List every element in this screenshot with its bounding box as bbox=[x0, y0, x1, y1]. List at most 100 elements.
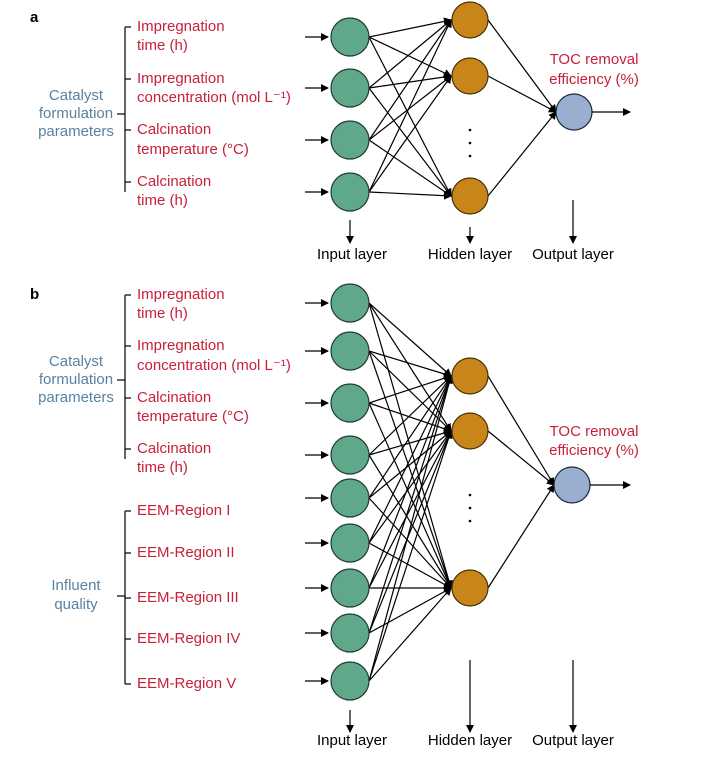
group-label: parameters bbox=[38, 389, 114, 406]
group-label: formulation bbox=[39, 371, 113, 388]
arrow bbox=[368, 191, 452, 200]
ellipsis-dot bbox=[468, 154, 472, 158]
input-label: Impregnation bbox=[137, 70, 225, 87]
arrow bbox=[487, 111, 557, 197]
input-node bbox=[330, 661, 370, 701]
input-node bbox=[330, 68, 370, 108]
group-label: parameters bbox=[38, 123, 114, 140]
arrow bbox=[368, 429, 452, 456]
ellipsis-dot bbox=[468, 128, 472, 132]
hidden-node bbox=[451, 569, 489, 607]
arrow bbox=[368, 75, 452, 193]
ellipsis-dot bbox=[468, 506, 472, 510]
group-label: Influent bbox=[51, 577, 101, 594]
arrow bbox=[368, 430, 452, 499]
output-node bbox=[555, 93, 593, 131]
input-label: EEM-Region V bbox=[137, 675, 236, 692]
layer-label: Input layer bbox=[317, 246, 387, 263]
arrow bbox=[368, 375, 453, 589]
arrow bbox=[368, 375, 453, 634]
arrow bbox=[368, 375, 452, 544]
arrow bbox=[368, 139, 452, 197]
panel-label: b bbox=[30, 286, 39, 303]
input-label: time (h) bbox=[137, 305, 188, 322]
hidden-node bbox=[451, 57, 489, 95]
hidden-node bbox=[451, 412, 489, 450]
arrow bbox=[368, 36, 452, 197]
arrow bbox=[368, 302, 453, 589]
group-label: quality bbox=[54, 596, 98, 613]
arrow bbox=[368, 430, 452, 589]
arrow bbox=[368, 587, 452, 682]
input-label: time (h) bbox=[137, 459, 188, 476]
layer-label: Input layer bbox=[317, 732, 387, 749]
input-node bbox=[330, 478, 370, 518]
ellipsis-dot bbox=[468, 493, 472, 497]
arrow bbox=[368, 75, 452, 141]
arrow bbox=[368, 350, 453, 589]
arrow bbox=[368, 87, 452, 197]
arrow bbox=[368, 73, 452, 89]
group-label: formulation bbox=[39, 105, 113, 122]
input-label: Calcination bbox=[137, 121, 211, 138]
layer-label: Output layer bbox=[532, 732, 614, 749]
arrow bbox=[368, 374, 452, 404]
input-label: temperature (°C) bbox=[137, 408, 249, 425]
arrow bbox=[368, 542, 452, 589]
arrow bbox=[368, 19, 452, 89]
arrow bbox=[487, 484, 555, 589]
input-label: EEM-Region II bbox=[137, 544, 235, 561]
arrow bbox=[368, 430, 453, 682]
input-label: EEM-Region III bbox=[137, 589, 239, 606]
arrow bbox=[368, 497, 452, 589]
input-label: time (h) bbox=[137, 192, 188, 209]
panel-label: a bbox=[30, 9, 39, 26]
ellipsis-dot bbox=[468, 519, 472, 523]
arrow bbox=[368, 402, 452, 589]
arrow bbox=[368, 587, 452, 634]
layer-label: Hidden layer bbox=[428, 732, 512, 749]
arrow bbox=[487, 75, 557, 113]
input-node bbox=[330, 17, 370, 57]
layer-label: Hidden layer bbox=[428, 246, 512, 263]
input-label: Calcination bbox=[137, 440, 211, 457]
hidden-node bbox=[451, 1, 489, 39]
input-label: Impregnation bbox=[137, 18, 225, 35]
arrow bbox=[368, 454, 452, 589]
input-node bbox=[330, 331, 370, 371]
arrow bbox=[487, 19, 557, 113]
input-label: temperature (°C) bbox=[137, 141, 249, 158]
output-label: efficiency (%) bbox=[549, 71, 639, 88]
arrow bbox=[368, 17, 452, 38]
input-node bbox=[330, 523, 370, 563]
arrow bbox=[368, 375, 452, 456]
input-node bbox=[330, 120, 370, 160]
input-label: time (h) bbox=[137, 37, 188, 54]
arrow bbox=[368, 350, 452, 378]
arrow bbox=[368, 302, 452, 432]
arrow bbox=[368, 375, 452, 499]
arrow bbox=[368, 302, 452, 377]
group-label: Catalyst bbox=[49, 87, 104, 104]
input-label: Impregnation bbox=[137, 286, 225, 303]
input-label: Impregnation bbox=[137, 337, 225, 354]
input-label: Calcination bbox=[137, 173, 211, 190]
input-node bbox=[330, 613, 370, 653]
hidden-node bbox=[451, 357, 489, 395]
input-label: Calcination bbox=[137, 389, 211, 406]
input-node bbox=[330, 435, 370, 475]
arrow bbox=[487, 430, 555, 486]
arrow bbox=[368, 19, 452, 193]
input-node bbox=[330, 283, 370, 323]
output-label: TOC removal bbox=[550, 51, 639, 68]
group-label: Catalyst bbox=[49, 353, 104, 370]
input-label: concentration (mol L⁻¹) bbox=[137, 89, 291, 106]
arrow bbox=[487, 375, 555, 486]
arrow bbox=[368, 19, 452, 141]
input-node bbox=[330, 172, 370, 212]
input-label: concentration (mol L⁻¹) bbox=[137, 357, 291, 374]
input-node bbox=[330, 383, 370, 423]
layer-label: Output layer bbox=[532, 246, 614, 263]
ellipsis-dot bbox=[468, 141, 472, 145]
